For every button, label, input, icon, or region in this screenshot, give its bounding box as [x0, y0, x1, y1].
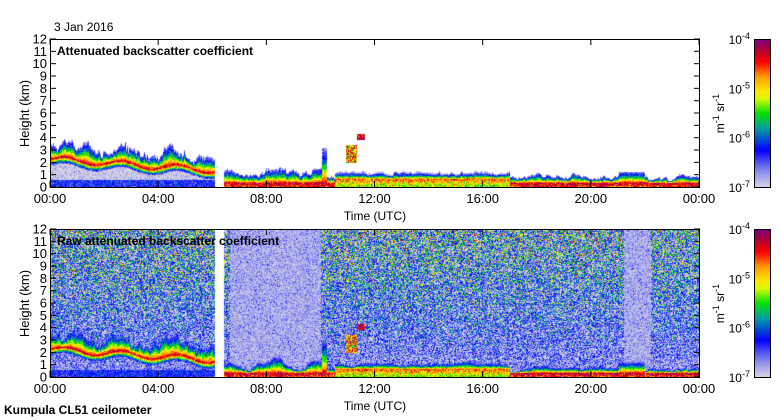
x-tick-label: 16:00: [466, 191, 499, 206]
y-tick-label: 5: [40, 308, 47, 323]
backscatter-heatmap: [51, 40, 699, 187]
x-tick-label: 12:00: [358, 381, 391, 396]
x-tick-label: 16:00: [466, 381, 499, 396]
x-tick-label: 00:00: [34, 191, 67, 206]
y-axis-label: Height (km): [17, 80, 32, 147]
x-tick-label: 20:00: [575, 381, 608, 396]
x-axis-label: Time (UTC): [344, 209, 406, 223]
x-tick-label: 00:00: [683, 191, 716, 206]
x-tick-label: 08:00: [250, 191, 283, 206]
y-tick-label: 9: [40, 69, 47, 84]
x-tick-label: 04:00: [142, 381, 175, 396]
colorbar-tick-label: 10-7: [729, 179, 750, 195]
y-axis-label: Height (km): [17, 270, 32, 337]
colorbar-tick-label: 10-5: [729, 270, 750, 286]
y-tick-label: 11: [34, 234, 48, 249]
panel-title: Attenuated backscatter coefficient: [57, 44, 254, 58]
y-tick-label: 7: [40, 93, 47, 108]
colorbar-tick-label: 10-6: [729, 320, 750, 336]
y-tick-label: 11: [34, 44, 48, 59]
colorbar-tick-label: 10-6: [729, 130, 750, 146]
y-tick-label: 10: [33, 246, 47, 261]
y-tick-label: 2: [40, 155, 47, 170]
y-tick-label: 8: [40, 271, 47, 286]
x-tick-label: 00:00: [683, 381, 716, 396]
colorbar-label: m-1 sr-1: [711, 284, 727, 323]
y-tick-label: 8: [40, 81, 47, 96]
footer-label: Kumpula CL51 ceilometer: [4, 403, 152, 417]
colorbar-tick-label: 10-5: [729, 80, 750, 96]
x-tick-label: 04:00: [142, 191, 175, 206]
y-tick-label: 4: [40, 320, 47, 335]
y-tick-label: 7: [40, 283, 47, 298]
colorbar-tick-label: 10-4: [729, 221, 750, 237]
backscatter-heatmap: [51, 230, 699, 377]
x-tick-label: 08:00: [250, 381, 283, 396]
y-tick-label: 10: [33, 56, 47, 71]
y-tick-label: 12: [33, 222, 47, 237]
y-tick-label: 0: [40, 180, 47, 195]
y-tick-label: 6: [40, 296, 47, 311]
colorbar: [754, 39, 771, 188]
y-tick-label: 5: [40, 118, 47, 133]
y-tick-label: 3: [40, 333, 47, 348]
y-tick-label: 1: [40, 167, 47, 182]
y-tick-label: 3: [40, 143, 47, 158]
panel-title: Raw attenuated backscatter coefficient: [57, 234, 280, 248]
y-tick-label: 1: [40, 357, 47, 372]
colorbar: [754, 229, 771, 378]
y-tick-label: 6: [40, 106, 47, 121]
y-tick-label: 12: [33, 32, 47, 47]
date-label: 3 Jan 2016: [54, 20, 114, 34]
colorbar-label: m-1 sr-1: [711, 94, 727, 133]
plot-area: Attenuated backscatter coefficient: [50, 39, 700, 188]
y-tick-label: 2: [40, 345, 47, 360]
colorbar-tick-label: 10-4: [729, 31, 750, 47]
x-tick-label: 00:00: [34, 381, 67, 396]
colorbar-tick-label: 10-7: [729, 369, 750, 385]
x-tick-label: 20:00: [575, 191, 608, 206]
y-tick-label: 0: [40, 370, 47, 385]
y-tick-label: 4: [40, 130, 47, 145]
x-tick-label: 12:00: [358, 191, 391, 206]
x-axis-label: Time (UTC): [344, 399, 406, 413]
y-tick-label: 9: [40, 259, 47, 274]
plot-area: Raw attenuated backscatter coefficient: [50, 229, 700, 378]
